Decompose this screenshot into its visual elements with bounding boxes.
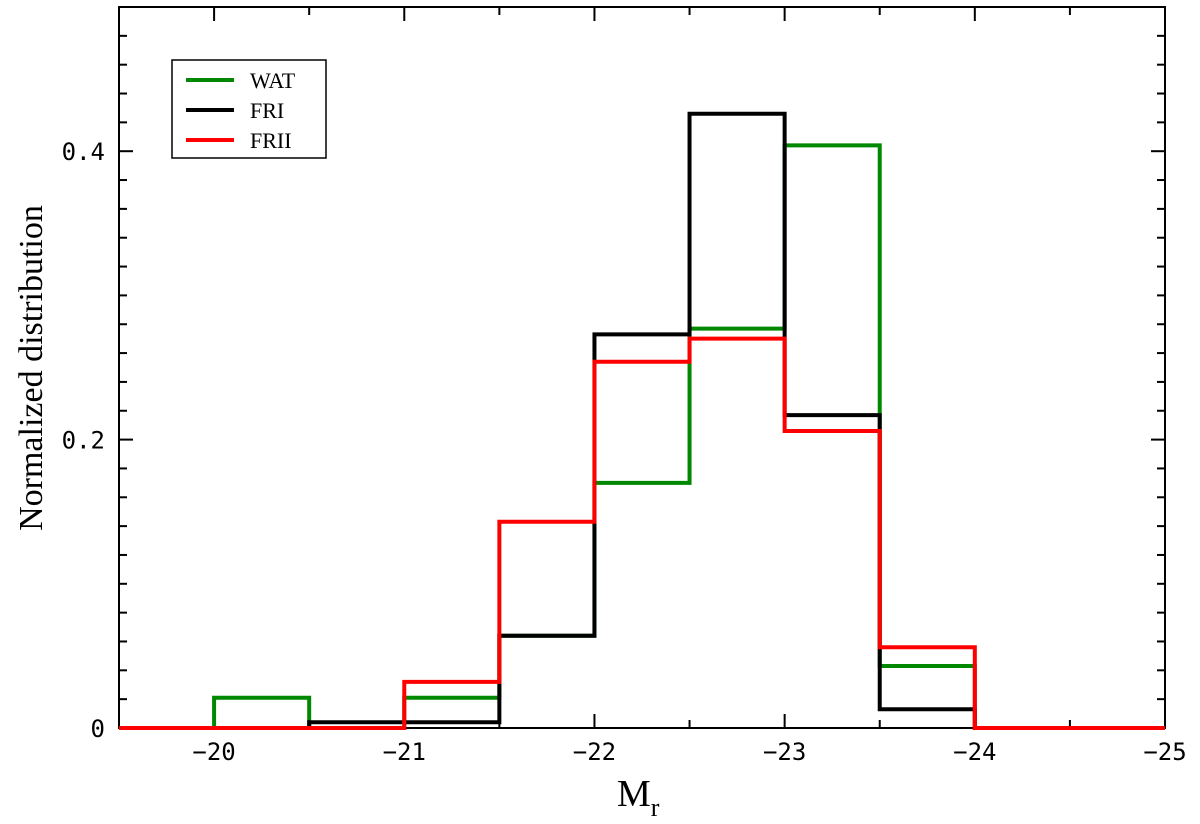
y-tick-labels: 0 0.2 0.4 (62, 138, 105, 743)
series-wat-line (119, 143, 1165, 730)
y-tick-label: 0.4 (62, 138, 105, 166)
legend-label-fri: FRI (250, 98, 284, 123)
x-tick-label: −23 (763, 738, 806, 766)
x-tick-label: −25 (1143, 738, 1186, 766)
x-tick-labels: −20 −21 −22 −23 −24 −25 (192, 738, 1186, 766)
x-tick-label: −24 (953, 738, 996, 766)
x-tick-label: −22 (573, 738, 616, 766)
axis-ticks (119, 6, 1166, 729)
series-fri-line (119, 111, 1165, 730)
series-frii-line (119, 336, 1165, 730)
x-axis-title: Mr (617, 773, 660, 822)
y-tick-label: 0 (91, 715, 105, 743)
y-axis-title: Normalized distribution (13, 205, 50, 531)
plot-frame (118, 6, 1166, 729)
x-tick-label: −21 (383, 738, 426, 766)
x-tick-label: −20 (192, 738, 235, 766)
legend: WAT FRI FRII (171, 59, 327, 159)
y-tick-label: 0.2 (62, 427, 105, 455)
series-group (119, 111, 1165, 730)
legend-label-frii: FRII (250, 128, 292, 153)
legend-label-wat: WAT (250, 68, 296, 93)
